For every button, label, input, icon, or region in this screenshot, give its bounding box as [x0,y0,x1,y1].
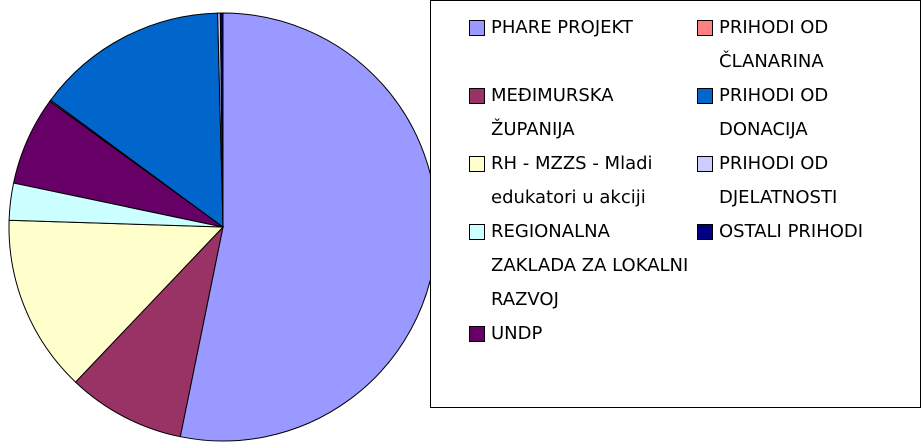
legend-swatch [469,224,485,240]
legend-label: REGIONALNA ZAKLADA ZA LOKALNI RAZVOJ [491,221,689,310]
legend-swatch [469,88,485,104]
legend-item: RH - MZZS - Mladi edukatori u akciji [469,147,697,215]
legend-label: PRIHODI OD ČLANARINA [719,17,829,72]
pie-slice [179,12,430,442]
legend-label: RH - MZZS - Mladi edukatori u akciji [491,153,653,208]
legend-swatch [469,156,485,172]
pie-slice [8,219,225,383]
legend-item: MEĐIMURSKA ŽUPANIJA [469,79,697,147]
legend-item: UNDP [469,317,697,351]
legend-item: PRIHODI OD ČLANARINA [697,11,917,79]
legend-label: PRIHODI OD DJELATNOSTI [719,153,838,208]
legend-item: PHARE PROJEKT [469,11,697,79]
pie-slice [219,12,224,228]
legend-swatch [697,156,713,172]
pie-slice [49,12,224,229]
legend-swatch [469,326,485,342]
legend-label: UNDP [491,323,543,344]
legend-swatch [697,224,713,240]
legend-swatch [697,20,713,36]
legend-label: MEĐIMURSKA ŽUPANIJA [491,85,614,140]
legend-swatch [469,20,485,36]
legend-item: OSTALI PRIHODI [697,215,917,317]
legend: PHARE PROJEKT MEĐIMURSKA ŽUPANIJA RH - MZZ… [430,0,921,408]
legend-swatch [697,88,713,104]
pie-slice [74,225,224,438]
legend-label: OSTALI PRIHODI [719,221,864,242]
legend-item: PRIHODI OD DJELATNOSTI [697,147,917,215]
legend-item: PRIHODI OD DONACIJA [697,79,917,147]
legend-label: PRIHODI OD DONACIJA [719,85,829,140]
pie [8,12,430,442]
legend-item: REGIONALNA ZAKLADA ZA LOKALNI RAZVOJ [469,215,697,317]
legend-label: PHARE PROJEKT [491,17,633,38]
